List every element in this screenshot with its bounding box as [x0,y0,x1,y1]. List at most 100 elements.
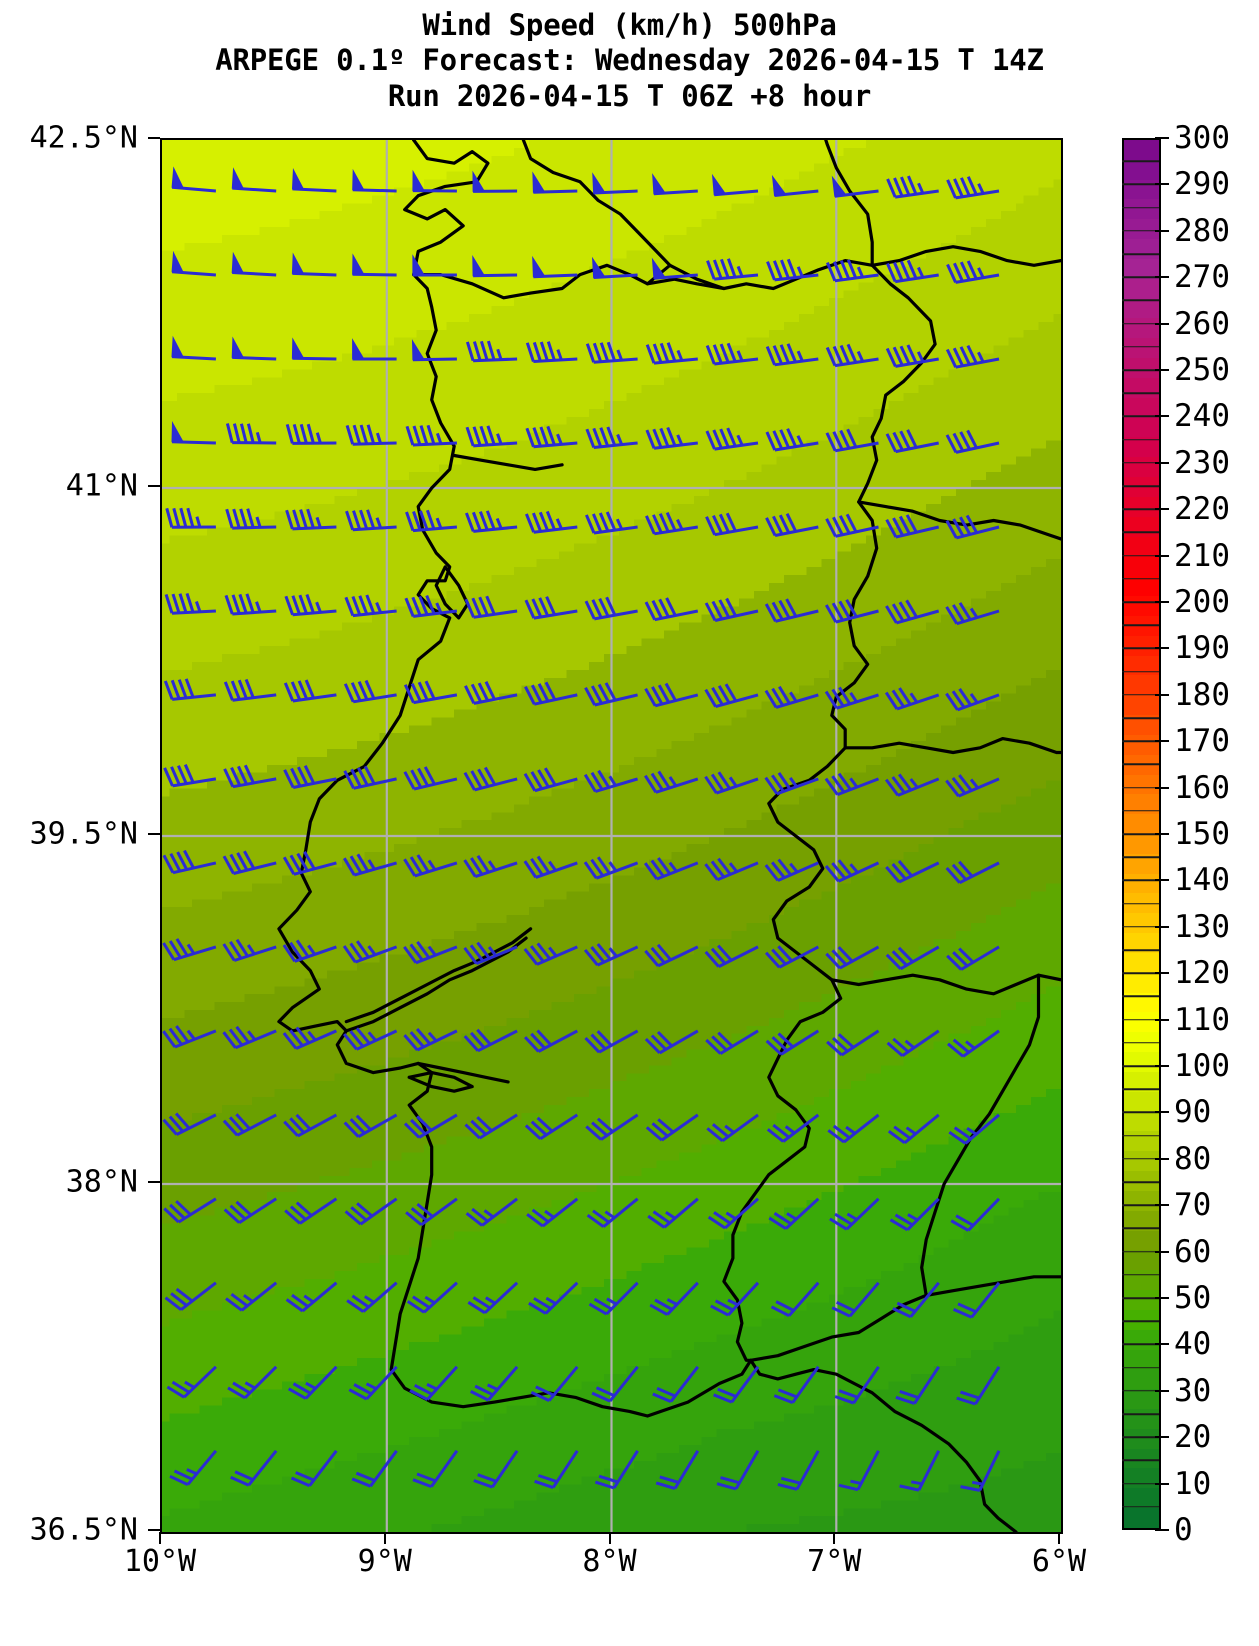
colorbar-tick-label: 110 [1174,1001,1230,1038]
y-tick-mark [148,833,160,835]
colorbar-segment [1124,496,1159,517]
colorbar-segment [1124,1290,1159,1310]
colorbar-tick-mark [1155,183,1169,186]
x-tick-label: 6°W [1031,1544,1087,1579]
x-tick-label: 8°W [582,1544,637,1579]
colorbar-tick-mark [1155,1018,1169,1021]
colorbar-separator [1122,717,1159,719]
graticule-layer [162,140,1061,1532]
colorbar-separator [1122,1506,1159,1508]
colorbar-separator [1122,1250,1159,1253]
colorbar-separator [1122,1065,1159,1067]
x-tick-label: 10°W [123,1544,197,1579]
colorbar-tick-mark [1155,369,1169,371]
colorbar-segment [1124,1369,1159,1390]
colorbar-separator [1122,438,1159,441]
colorbar-tick-label: 50 [1174,1280,1212,1316]
colorbar-separator [1122,833,1159,835]
y-tick-mark [148,1181,160,1183]
colorbar-tick-label: 140 [1174,862,1230,899]
colorbar-separator [1122,926,1159,928]
colorbar-segment [1124,972,1159,993]
contour-fill-layer [162,140,1061,1532]
colorbar-separator [1122,322,1159,325]
colorbar-separator [1122,183,1159,186]
y-tick-label: 39.5°N [29,816,138,852]
colorbar-segment [1124,556,1159,577]
colorbar-separator [1122,972,1159,974]
colorbar-tick-mark [1155,137,1169,139]
colorbar-tick-label: 80 [1174,1140,1212,1177]
colorbar-separator [1122,902,1159,905]
colorbar-separator [1122,810,1159,812]
colorbar-segment [1124,239,1159,259]
colorbar-segment [1124,179,1159,200]
colorbar-segment [1124,853,1159,874]
colorbar-segment [1124,734,1159,755]
colorbar-separator [1122,1297,1159,1299]
colorbar-separator [1122,694,1159,696]
colorbar-separator [1122,995,1159,998]
colorbar-separator [1122,1366,1159,1369]
colorbar-segment [1124,219,1159,240]
colorbar-tick-label: 0 [1174,1512,1193,1548]
colorbar-separator [1122,508,1159,510]
colorbar-segment [1124,695,1159,716]
colorbar-segment [1124,1448,1159,1469]
colorbar-separator [1122,462,1159,464]
colorbar-segment [1124,774,1159,795]
colorbar-segment [1124,992,1159,1013]
colorbar-separator [1122,601,1159,603]
colorbar-segment [1124,397,1159,418]
colorbar-segment [1124,655,1159,676]
colorbar-tick-label: 270 [1174,259,1230,296]
title-line-3: Run 2026-04-15 T 06Z +8 hour [387,78,872,113]
colorbar-separator [1122,369,1159,371]
colorbar-tick-mark [1155,740,1169,743]
colorbar-separator [1122,763,1159,766]
colorbar-separator [1122,1111,1159,1114]
colorbar-tick-label: 160 [1174,769,1230,806]
colorbar-segment [1124,1309,1159,1330]
colorbar-tick-mark [1155,415,1169,418]
colorbar-segment [1124,358,1159,378]
map-plot-area[interactable] [160,138,1063,1534]
colorbar-tick-mark [1155,601,1169,603]
y-tick-label: 38°N [65,1164,138,1200]
colorbar-separator [1122,1042,1159,1044]
colorbar-tick-label: 200 [1174,584,1230,620]
colorbar-tick-label: 20 [1174,1419,1212,1456]
colorbar-tick-label: 30 [1174,1372,1212,1409]
colorbar-tick-mark [1155,647,1169,650]
colorbar-separator [1122,647,1159,650]
wind-speed-field [162,140,1061,1532]
colorbar-segment [1124,576,1159,597]
colorbar-segment [1124,298,1159,319]
colorbar-segment [1124,1468,1159,1489]
colorbar-separator [1122,578,1159,580]
colorbar-segment [1124,258,1159,279]
colorbar-segment [1124,1409,1159,1429]
colorbar-segment [1124,675,1159,696]
colorbar-tick-mark [1155,1204,1169,1207]
colorbar-tick-label: 290 [1174,166,1230,203]
colorbar-separator [1122,554,1159,557]
colorbar-tick-mark [1155,1297,1169,1299]
colorbar-tick-label: 190 [1174,630,1230,667]
colorbar-tick-label: 300 [1174,120,1230,156]
colorbar-segment [1124,1012,1159,1033]
colorbar-segment [1124,1131,1159,1152]
colorbar-segment [1124,338,1159,359]
y-tick-label: 36.5°N [29,1512,138,1548]
colorbar-separator [1122,392,1159,394]
x-tick-mark [833,1532,836,1544]
colorbar-tick-mark [1155,1111,1169,1114]
colorbar-segment [1124,140,1159,160]
colorbar-segment [1124,596,1159,616]
colorbar-segment [1124,477,1159,497]
colorbar-separator [1122,253,1159,255]
colorbar-segment [1124,1052,1159,1072]
y-tick-label: 41°N [65,468,138,504]
colorbar-tick-mark [1155,1157,1169,1160]
colorbar-segment [1124,1210,1159,1231]
